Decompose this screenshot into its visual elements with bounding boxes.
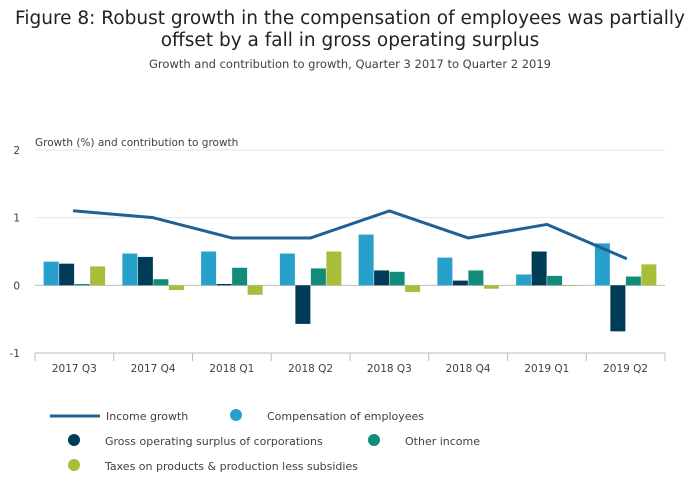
bar-compensation (437, 257, 453, 286)
y-tick-label: 2 (13, 145, 20, 157)
x-tick-label: 2017 Q4 (131, 363, 176, 375)
bar-taxes (326, 251, 342, 286)
income-growth-line (72, 209, 628, 260)
legend-label-compensation-of-employees: Compensation of employees (267, 410, 424, 423)
bar-gross-operating-surplus (59, 263, 75, 286)
legend-swatch-gross-operating-surplus-of-corporations (68, 434, 80, 446)
legend-label-taxes-on-products-production-less-subsidies: Taxes on products & production less subs… (104, 460, 358, 473)
x-tick-label: 2018 Q4 (446, 363, 491, 375)
bar-other-income (625, 276, 641, 286)
chart-subtitle: Growth and contribution to growth, Quart… (149, 57, 551, 71)
y-tick-label: 0 (13, 280, 20, 292)
bar-other-income (389, 271, 405, 286)
y-axis-ticks: 2 1 0 -1 (10, 145, 20, 360)
bar-gross-operating-surplus (531, 251, 547, 286)
chart-title-line-2: offset by a fall in gross operating surp… (160, 30, 540, 51)
x-tick-label: 2018 Q1 (209, 363, 254, 375)
bar-compensation (516, 274, 532, 286)
bar-compensation (201, 251, 217, 286)
bar-other-income (232, 267, 248, 286)
bar-gross-operating-surplus (137, 256, 153, 286)
bar-taxes (90, 266, 106, 286)
legend-label-gross-operating-surplus-of-corporations: Gross operating surplus of corporations (105, 435, 323, 448)
bar-taxes (641, 264, 657, 286)
x-tick-label: 2018 Q3 (367, 363, 412, 375)
y-tick-label: -1 (10, 348, 20, 360)
bar-other-income (74, 283, 90, 286)
bar-other-income (153, 279, 169, 286)
bar-gross-operating-surplus (374, 270, 390, 286)
bar-compensation (594, 243, 610, 286)
bar-taxes (405, 285, 421, 293)
bar-taxes (483, 285, 499, 289)
bar-compensation (358, 234, 374, 286)
bar-gross-operating-surplus (216, 283, 232, 286)
x-tick-label: 2019 Q1 (524, 363, 569, 375)
bar-other-income (468, 270, 484, 286)
income-growth-line-layer (72, 209, 628, 260)
x-tick-label: 2018 Q2 (288, 363, 333, 375)
legend-swatch-taxes-on-products-production-less-subsidies (68, 459, 80, 471)
bar-other-income (310, 268, 326, 286)
y-tick-label: 1 (13, 213, 20, 225)
bar-other-income (547, 275, 563, 286)
legend-swatch-other-income (368, 434, 380, 446)
x-tick-label: 2017 Q3 (52, 363, 97, 375)
chart-title: Figure 8: Robust growth in the compensat… (0, 8, 700, 52)
chart-title-line-1: Figure 8: Robust growth in the compensat… (15, 8, 685, 29)
bar-gross-operating-surplus (295, 285, 311, 324)
y-axis-label: Growth (%) and contribution to growth (35, 137, 238, 149)
x-axis: 2017 Q3 2017 Q4 2018 Q1 2018 Q2 2018 Q3 2018 … (34, 353, 666, 375)
bar-taxes (247, 285, 263, 295)
bar-compensation (279, 253, 295, 286)
bar-compensation (122, 253, 138, 286)
bar-compensation (43, 261, 59, 286)
legend-label-income-growth: Income growth (106, 410, 188, 423)
x-tick-label: 2019 Q2 (603, 363, 648, 375)
bar-gross-operating-surplus (452, 280, 468, 286)
bar-taxes (168, 285, 184, 291)
bar-taxes (562, 285, 578, 287)
bars (43, 234, 657, 332)
legend-swatch-compensation-of-employees (230, 409, 242, 421)
bar-gross-operating-surplus (610, 285, 626, 332)
gridlines (35, 149, 665, 354)
legend: Income growth Compensation of employees Gr… (50, 409, 480, 473)
legend-label-other-income: Other income (405, 435, 480, 448)
